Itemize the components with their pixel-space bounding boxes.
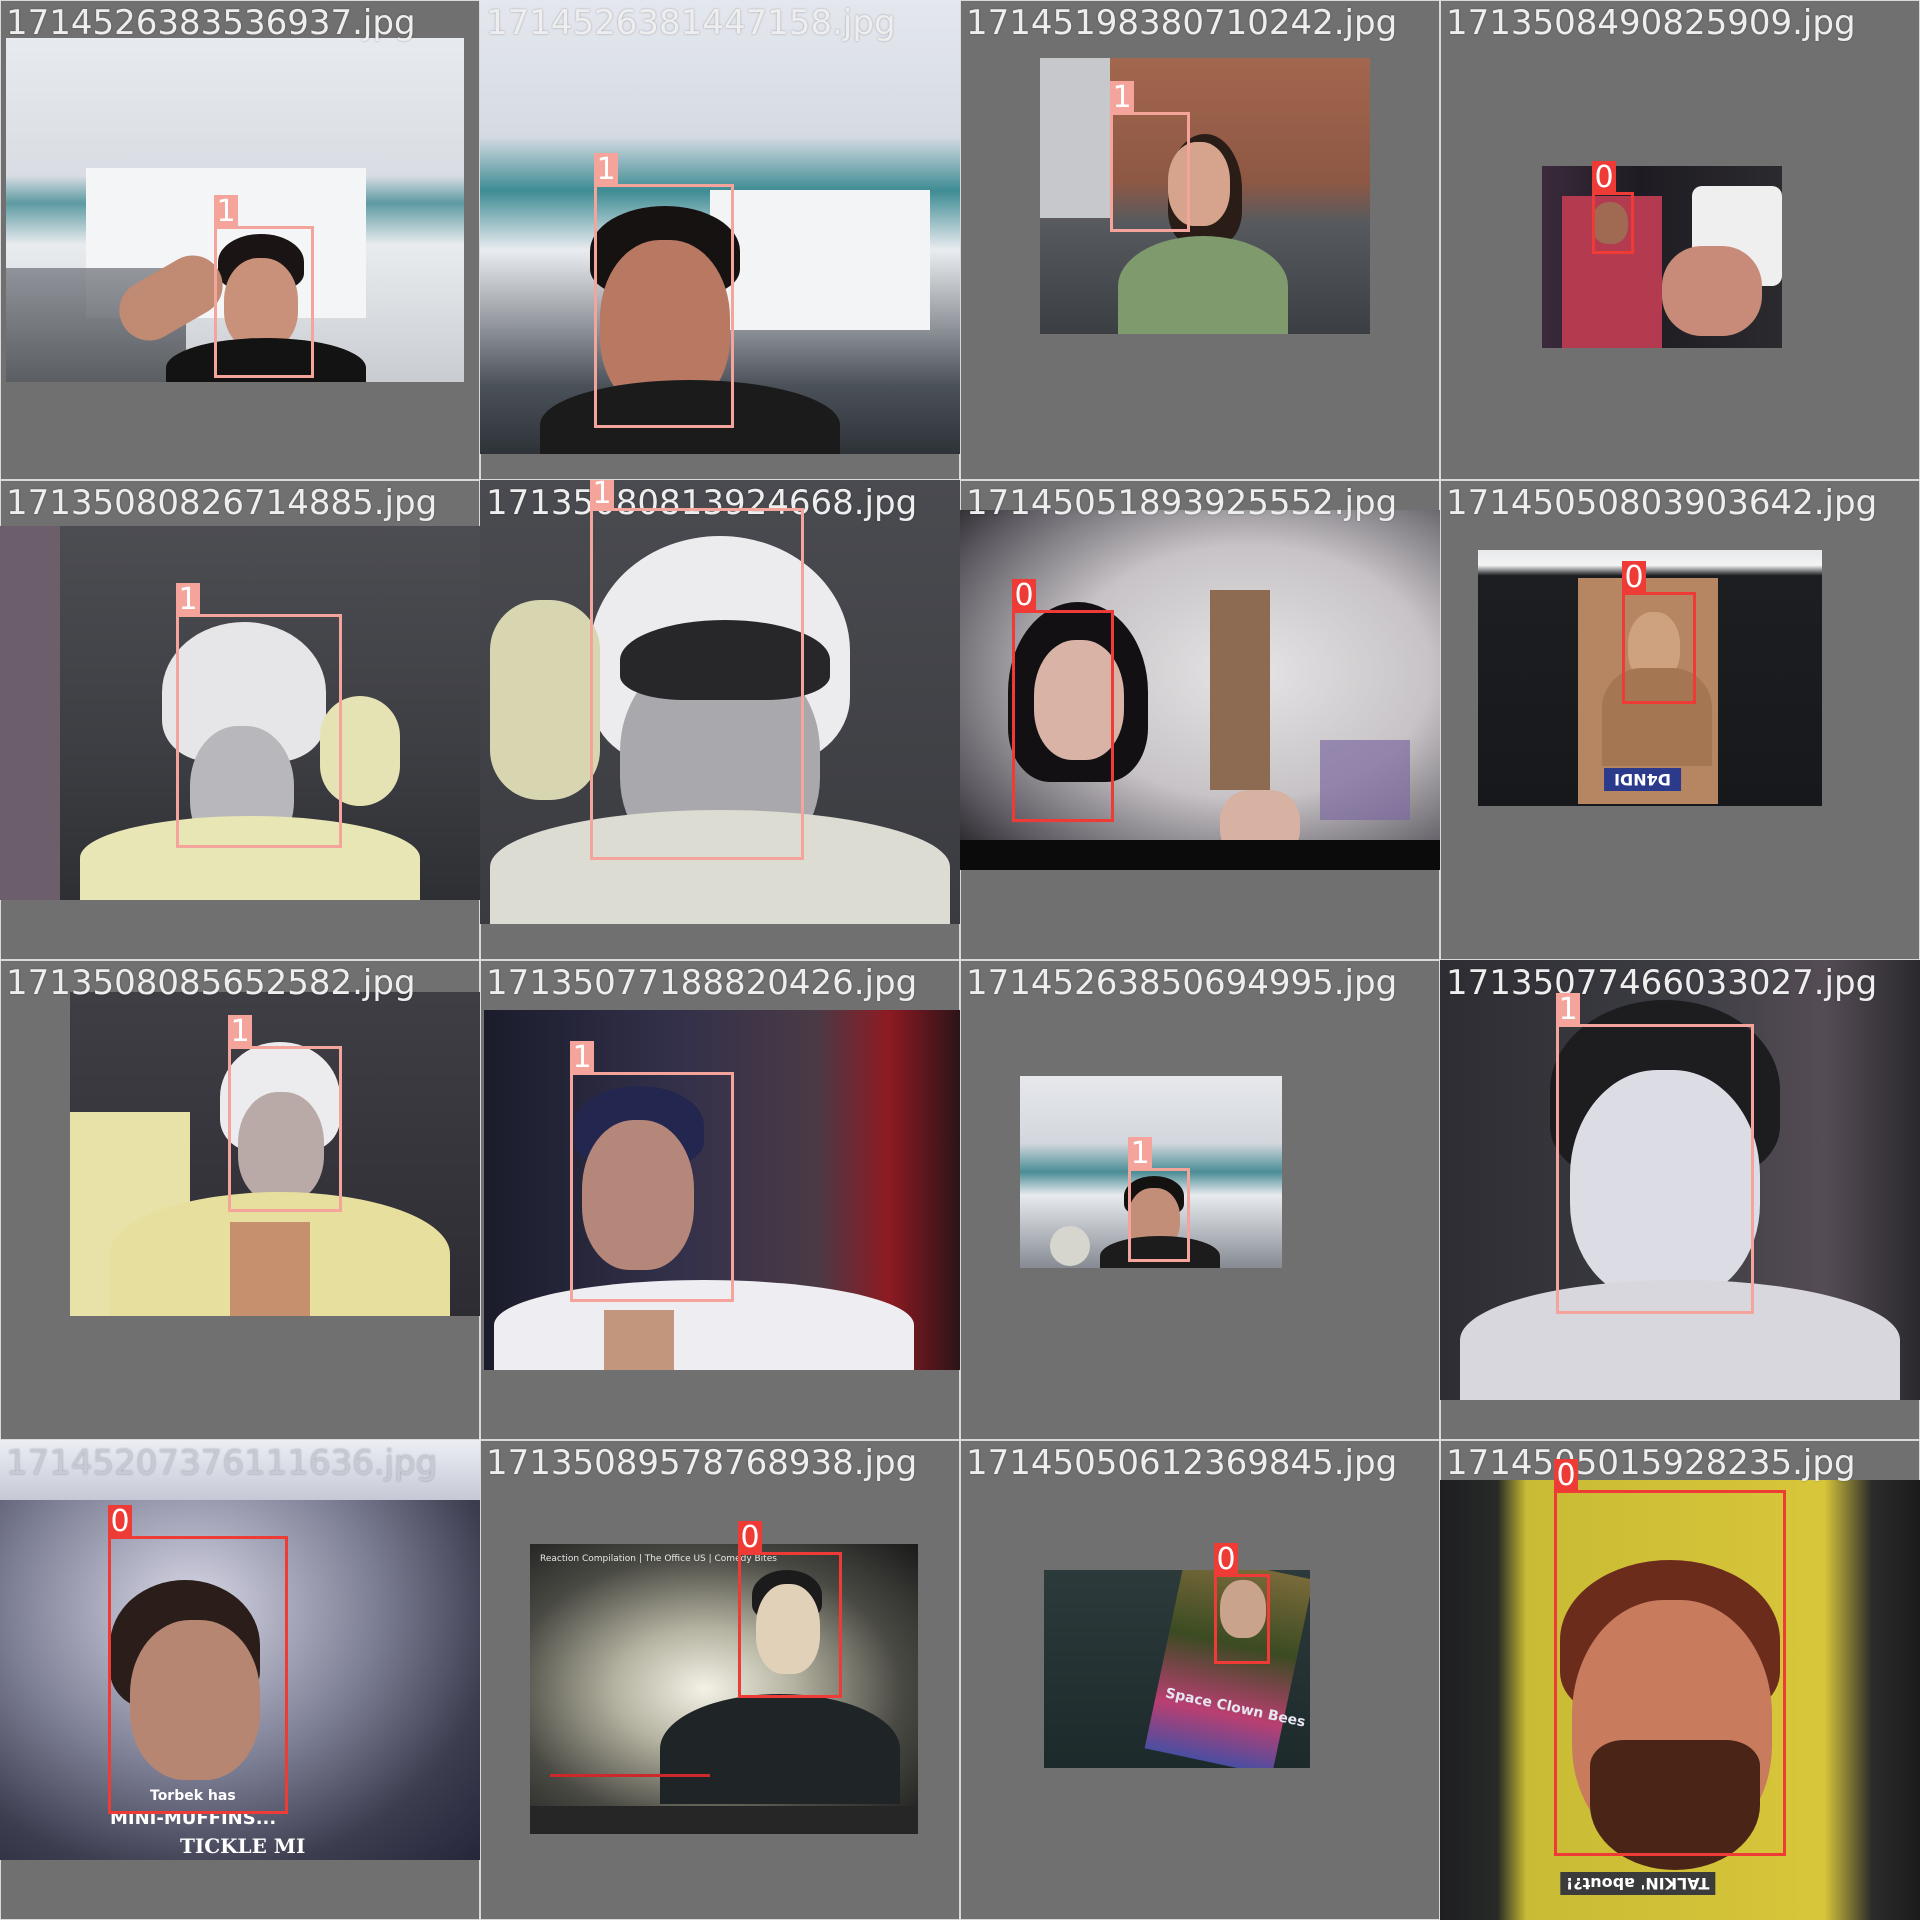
bbox-label: 0 (1592, 161, 1616, 195)
photo (484, 1010, 960, 1370)
screen-overlay-text: TICKLE MI (180, 1834, 306, 1858)
screen-overlay-text: D4NDI (1604, 768, 1682, 791)
image-filename: 17135080826714885.jpg (6, 483, 438, 523)
bbox-class-1: 1 (1110, 81, 1190, 232)
image-tile[interactable]: 1713508085652582.jpg 1 (0, 960, 480, 1440)
bbox-label: 1 (590, 480, 614, 511)
image-filename: 1713508490825909.jpg (1446, 3, 1856, 43)
image-tile[interactable]: Reaction Compilation | The Office US | C… (480, 1440, 960, 1920)
screen-overlay-text: TALKIN' about?! (1560, 1872, 1716, 1895)
image-filename: 17145050803903642.jpg (1446, 483, 1878, 523)
bbox-label: 1 (594, 153, 618, 187)
bbox-class-1: 1 (1128, 1137, 1190, 1262)
bbox-label: 0 (1622, 561, 1646, 595)
bbox-label: 1 (570, 1041, 594, 1075)
image-filename: 17145198380710242.jpg (966, 3, 1398, 43)
image-filename: 17145051893925552.jpg (966, 483, 1398, 523)
bbox-label: 0 (1214, 1543, 1238, 1577)
bbox-class-0: 0 (1012, 579, 1114, 822)
image-filename: 17145263850694995.jpg (966, 963, 1398, 1003)
image-tile[interactable]: 17135077188820426.jpg 1 (480, 960, 960, 1440)
bbox-class-1: 1 (214, 195, 314, 378)
image-tile[interactable]: 1714526383536937.jpg 1 (0, 0, 480, 480)
bbox-class-1: 1 (570, 1041, 734, 1302)
bbox-class-1: 1 (228, 1015, 342, 1212)
image-filename: 17145050612369845.jpg (966, 1443, 1398, 1483)
screen-overlay-text: Reaction Compilation | The Office US | C… (540, 1554, 777, 1564)
photo (0, 526, 480, 900)
bbox-label: 1 (1128, 1137, 1152, 1171)
image-filename: 1714526381447158.jpg (486, 3, 896, 43)
image-tile[interactable]: 17135077466033027.jpg 1 (1440, 960, 1920, 1440)
photo (1542, 166, 1782, 348)
photo (480, 480, 960, 924)
bbox-class-0: 0 (1592, 161, 1634, 254)
bbox-class-1: 1 (1556, 993, 1754, 1314)
image-filename: 17135080813924668.jpg (486, 483, 918, 523)
bbox-class-0: 0 (1622, 561, 1696, 704)
image-tile[interactable]: 1714526381447158.jpg 1 (480, 0, 960, 480)
image-filename: 17135089578768938.jpg (486, 1443, 918, 1483)
image-filename: 1714505015928235.jpg (1446, 1443, 1856, 1483)
photo: Torbek has MINI-MUFFINS... TICKLE MI (0, 1440, 480, 1860)
image-tile[interactable]: 17145198380710242.jpg 1 (960, 0, 1440, 480)
image-tile[interactable]: TALKIN' about?! 1714505015928235.jpg 0 (1440, 1440, 1920, 1920)
bbox-class-0: 0 (1554, 1459, 1786, 1856)
bbox-label: 0 (108, 1505, 132, 1539)
image-tile[interactable]: 1713508490825909.jpg 0 (1440, 0, 1920, 480)
bbox-label: 0 (1012, 579, 1036, 613)
image-tile[interactable]: 17145263850694995.jpg 1 (960, 960, 1440, 1440)
bbox-label: 1 (1556, 993, 1580, 1027)
photo (1440, 960, 1920, 1400)
image-filename: 1714526383536937.jpg (6, 3, 416, 43)
image-tile[interactable]: D4NDI 17145050803903642.jpg 0 (1440, 480, 1920, 960)
image-tile[interactable]: 17135080826714885.jpg 1 (0, 480, 480, 960)
bbox-label: 1 (214, 195, 238, 229)
bbox-label: 0 (738, 1521, 762, 1555)
image-filename: 1713508085652582.jpg (6, 963, 416, 1003)
bbox-class-0: 0 (1214, 1543, 1270, 1664)
bbox-class-0: 0 (108, 1505, 288, 1814)
bbox-class-0: 0 (738, 1521, 842, 1698)
photo: Reaction Compilation | The Office US | C… (530, 1544, 918, 1834)
photo: Space Clown Bees (1044, 1570, 1310, 1768)
bbox-label: 1 (228, 1015, 252, 1049)
image-tile[interactable]: 17145051893925552.jpg 0 (960, 480, 1440, 960)
image-tile[interactable]: Torbek has MINI-MUFFINS... TICKLE MI 171… (0, 1440, 480, 1920)
bbox-class-1: 1 (590, 480, 804, 860)
photo (1020, 1076, 1282, 1268)
image-filename: 17135077188820426.jpg (486, 963, 918, 1003)
bbox-label: 0 (1554, 1459, 1578, 1493)
image-tile[interactable]: Space Clown Bees 17145050612369845.jpg 0 (960, 1440, 1440, 1920)
photo: TALKIN' about?! (1440, 1480, 1920, 1920)
image-filename: 17135077466033027.jpg (1446, 963, 1878, 1003)
screen-overlay-text: Torbek has (150, 1788, 236, 1804)
image-tile[interactable]: 17135080813924668.jpg 1 (480, 480, 960, 960)
bbox-class-1: 1 (176, 583, 342, 848)
photo (480, 0, 960, 454)
bbox-label: 1 (176, 583, 200, 617)
photo (6, 38, 464, 382)
bbox-class-1: 1 (594, 153, 734, 428)
image-filename: 17145207376111636.jpg (6, 1443, 438, 1483)
photo (1040, 58, 1370, 334)
bbox-label: 1 (1110, 81, 1134, 115)
photo (960, 510, 1440, 870)
